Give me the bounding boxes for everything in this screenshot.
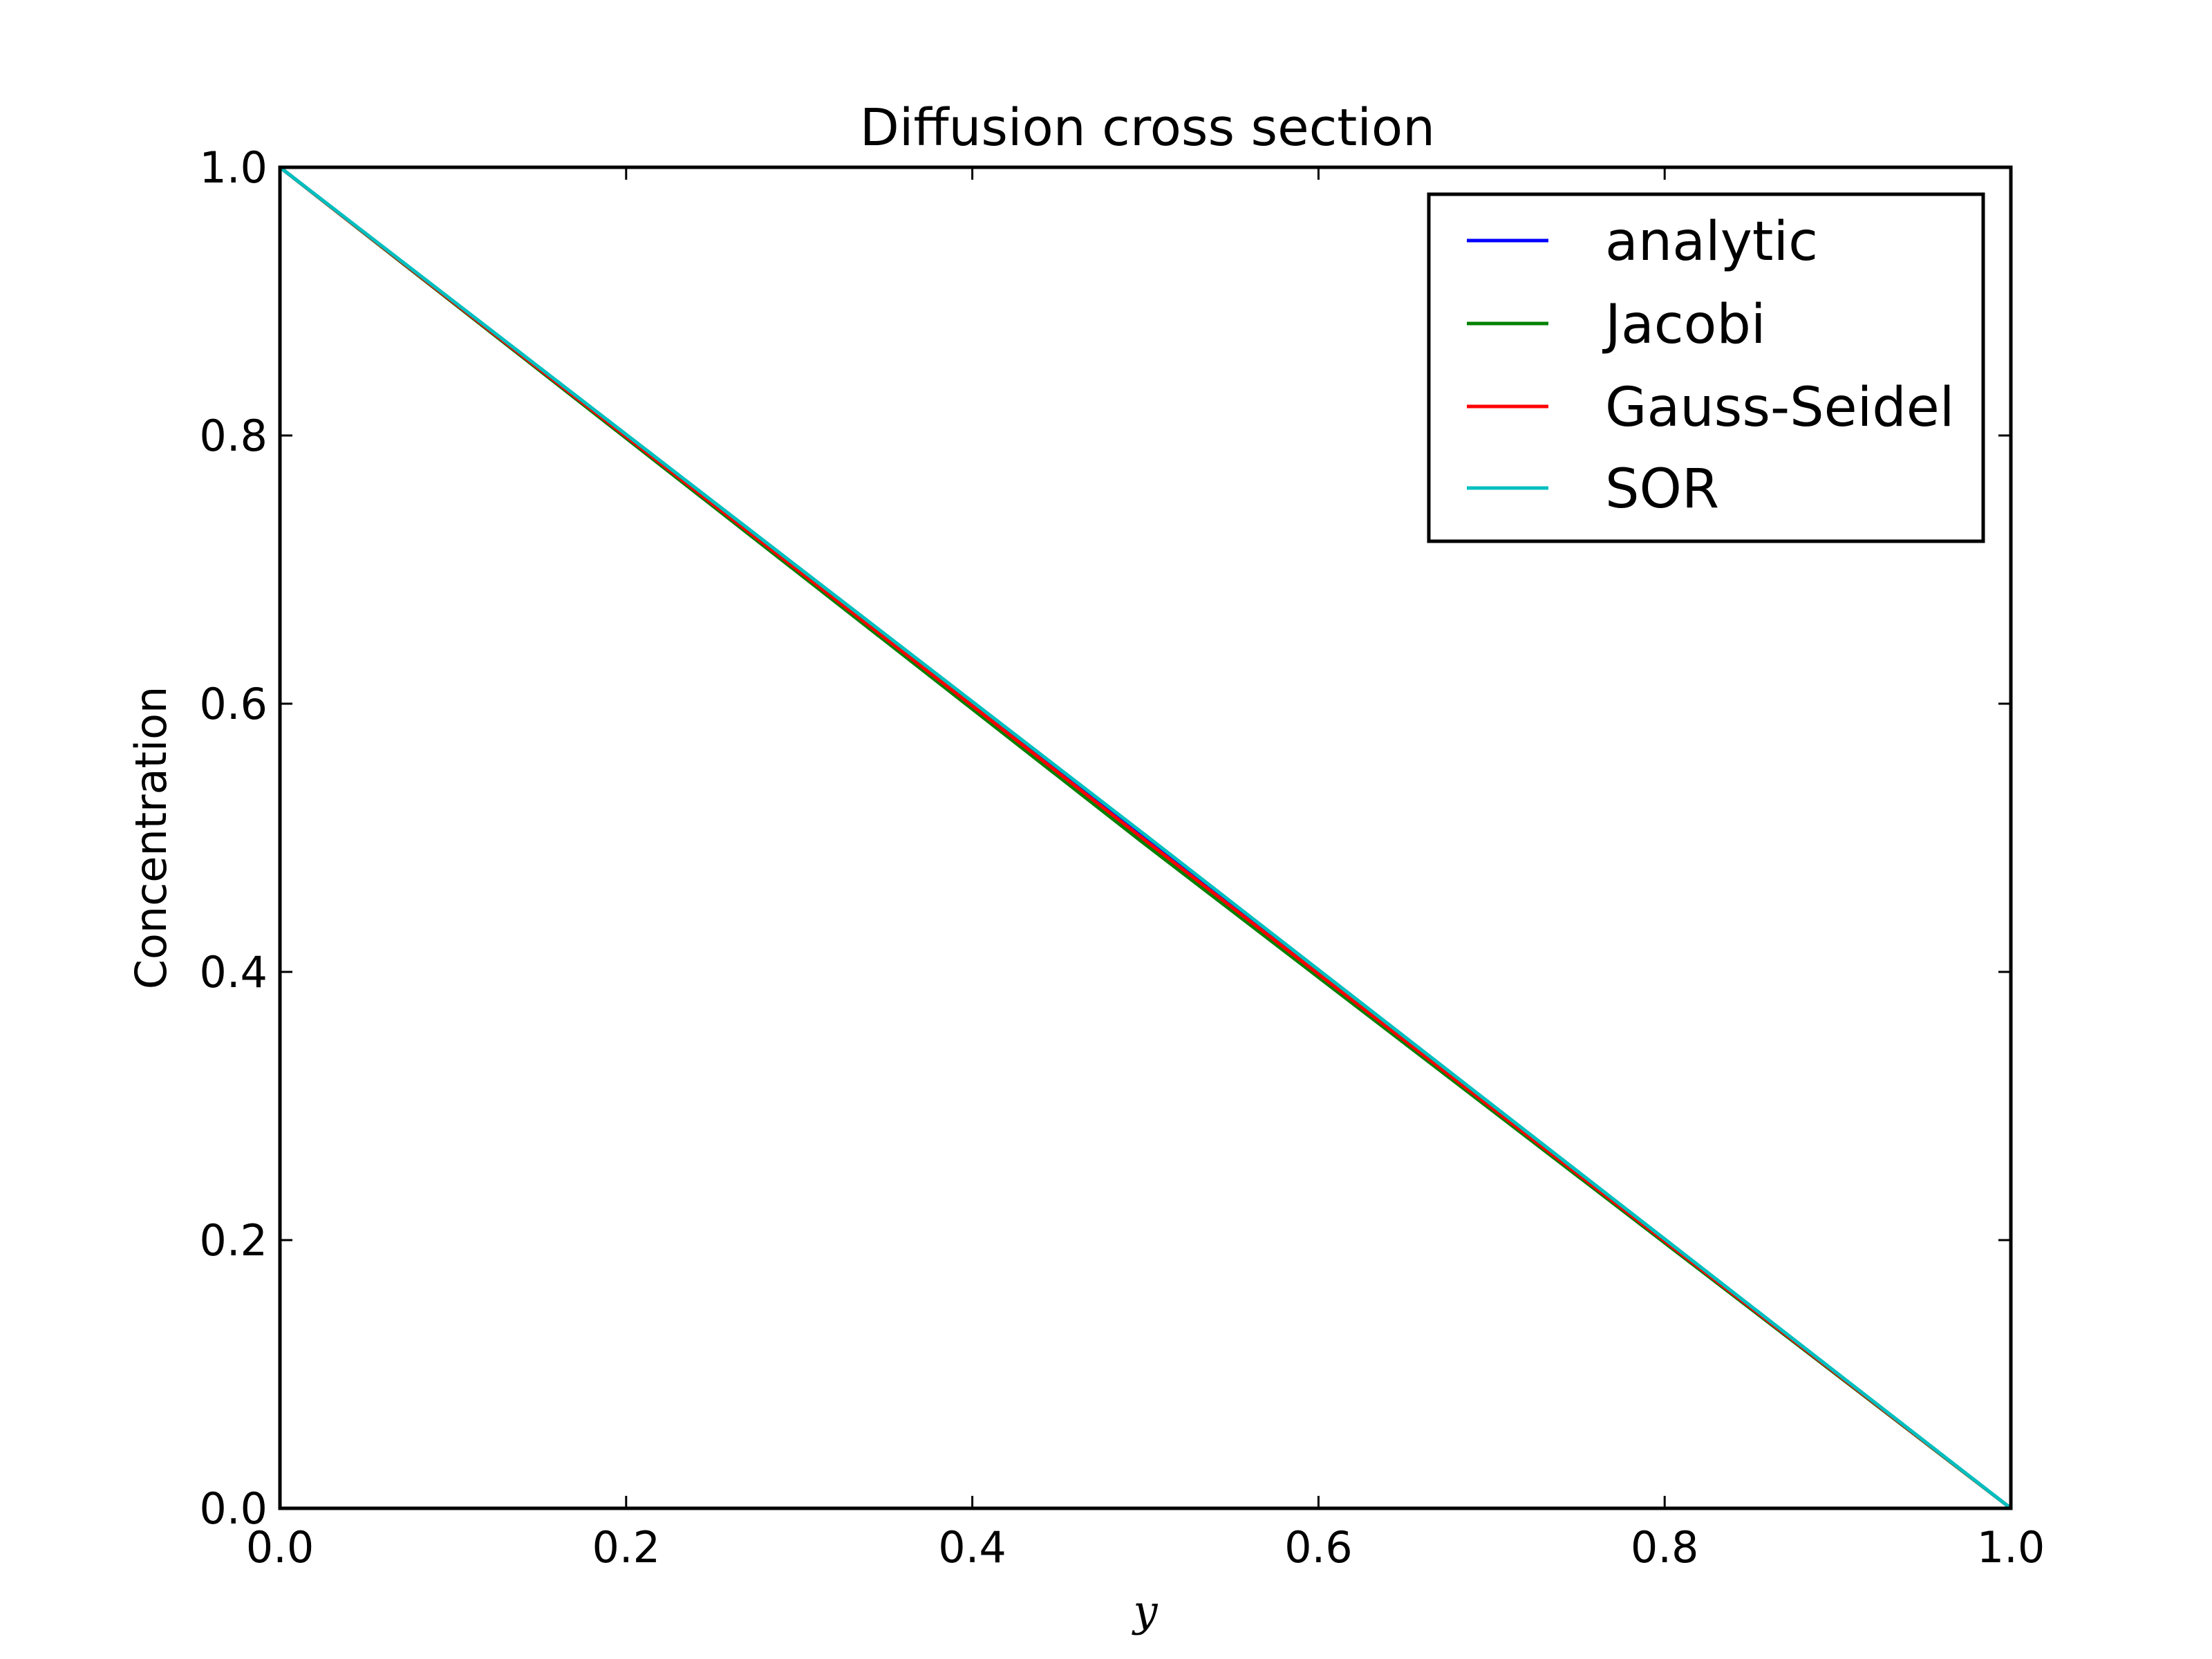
legend-box (1427, 192, 1985, 543)
series-layer (279, 166, 2012, 1510)
series-line-sor (279, 166, 2012, 1510)
y-tick-label: 0.6 (199, 679, 268, 729)
y-tick-label: 1.0 (199, 142, 268, 193)
y-tick-label: 0.8 (199, 411, 268, 461)
legend-label-jacobi: Jacobi (1602, 294, 1766, 356)
x-tick-label: 0.0 (246, 1522, 315, 1573)
tick-layer: 0.0 0.2 0.4 0.6 0.8 1.0 0.0 0.2 0.4 0.6 0.8 1.0 (199, 142, 2045, 1573)
chart-title: Diffusion cross section (860, 98, 1435, 158)
y-axis-label: Concentration (126, 686, 176, 990)
y-tick-label: 0.0 (199, 1483, 268, 1534)
legend: analytic Jacobi Gauss-Seidel SOR (1427, 192, 1985, 543)
x-tick-label: 0.6 (1284, 1522, 1353, 1573)
y-tick-label: 0.4 (199, 947, 268, 997)
legend-label-sor: SOR (1605, 458, 1719, 521)
legend-label-gauss-seidel: Gauss-Seidel (1605, 377, 1954, 439)
x-tick-label: 1.0 (1977, 1522, 2045, 1573)
plot-frame (278, 165, 2013, 1510)
y-tick-label: 0.2 (199, 1215, 268, 1266)
x-tick-label: 0.2 (592, 1522, 660, 1573)
legend-entries: analytic Jacobi Gauss-Seidel SOR (1467, 211, 1954, 521)
legend-label-analytic: analytic (1605, 211, 1818, 273)
x-tick-label: 0.8 (1631, 1522, 1699, 1573)
x-tick-label: 0.4 (938, 1522, 1006, 1573)
x-axis-label: y (1131, 1586, 1158, 1636)
